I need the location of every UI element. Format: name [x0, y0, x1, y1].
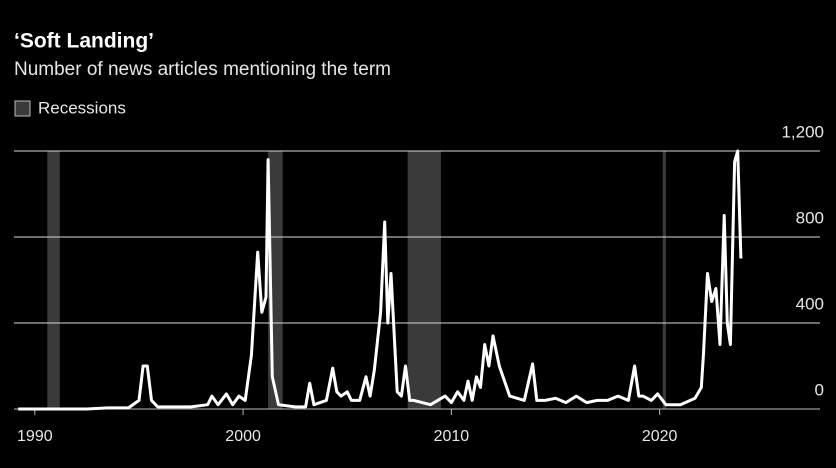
chart-subtitle: Number of news articles mentioning the t…	[14, 59, 391, 80]
chart-title: ‘Soft Landing’	[14, 30, 154, 53]
legend-label: Recessions	[38, 98, 126, 117]
x-tick-label: 1990	[17, 428, 53, 445]
legend-swatch	[14, 100, 31, 117]
data-line	[18, 149, 743, 411]
x-tick-label: 2020	[642, 428, 678, 445]
y-tick-label: 0	[815, 380, 824, 399]
y-tick-label: 800	[796, 208, 824, 227]
x-tick-label: 2010	[434, 428, 470, 445]
x-tick-label: 2000	[225, 428, 261, 445]
recession-band	[407, 151, 441, 409]
recession-band	[47, 151, 60, 409]
y-tick-label: 1,200	[781, 122, 824, 141]
recession-band	[662, 151, 666, 409]
y-tick-label: 400	[796, 294, 824, 313]
